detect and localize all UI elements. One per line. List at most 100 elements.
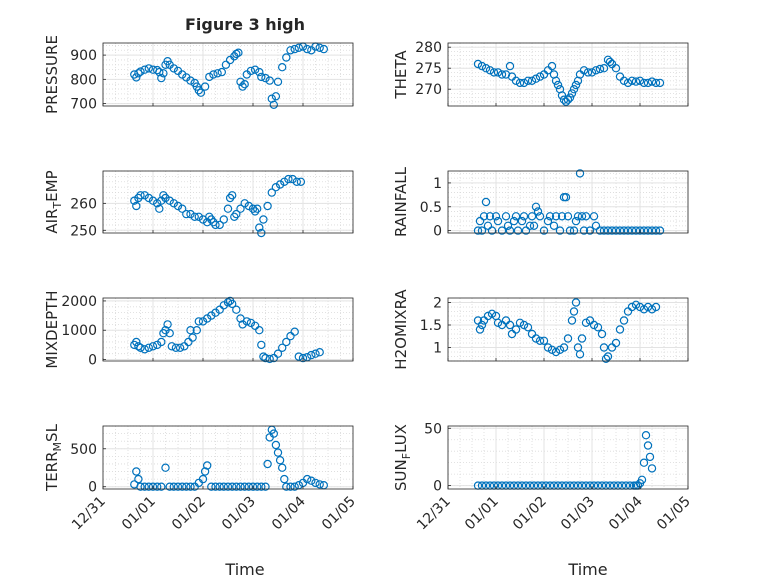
- data-point: [641, 431, 651, 440]
- data-point: [535, 72, 545, 81]
- data-point: [161, 193, 170, 203]
- data-point: [267, 188, 276, 197]
- axes-box: [102, 425, 354, 490]
- data-point: [157, 482, 166, 491]
- data-point: [519, 78, 529, 88]
- data-point: [286, 331, 295, 341]
- axes-box: [447, 42, 689, 107]
- data-point: [246, 318, 256, 328]
- data-point: [307, 350, 316, 360]
- data-point: [282, 53, 291, 62]
- data-point: [157, 196, 166, 205]
- data-point: [551, 212, 561, 221]
- data-point: [261, 73, 270, 83]
- data-point: [223, 204, 233, 213]
- y-tick-label: 270: [415, 82, 442, 98]
- axes-box: [102, 42, 354, 107]
- data-point: [533, 207, 543, 216]
- y-axis-label: THETA: [392, 50, 410, 100]
- data-point: [236, 204, 245, 213]
- data-point: [177, 482, 187, 491]
- data-point: [271, 182, 281, 192]
- data-point: [593, 323, 603, 332]
- data-point: [286, 46, 295, 55]
- data-point: [473, 59, 483, 69]
- data-point: [263, 201, 272, 211]
- data-point: [487, 309, 497, 318]
- data-point: [485, 66, 495, 75]
- data-point: [585, 226, 595, 235]
- y-tick-label: 0.5: [420, 200, 442, 216]
- data-point: [290, 44, 299, 54]
- data-point: [655, 226, 665, 235]
- data-point: [182, 482, 191, 491]
- subplot-theta: 270 275 280 THETA: [392, 40, 689, 107]
- data-point: [589, 212, 599, 221]
- data-point: [182, 209, 191, 219]
- data-point: [531, 202, 541, 211]
- data-point: [173, 482, 183, 491]
- data-point: [553, 80, 563, 90]
- data-point: [236, 77, 245, 87]
- y-tick-label: 800: [70, 72, 97, 88]
- data-point: [136, 191, 145, 200]
- y-tick-label: 0: [88, 480, 97, 496]
- data-point: [595, 64, 605, 74]
- data-point: [531, 334, 541, 343]
- data-point: [298, 353, 308, 363]
- data-point: [157, 73, 166, 83]
- data-point: [579, 226, 589, 235]
- data-point: [543, 343, 553, 352]
- data-point: [140, 65, 149, 74]
- data-point: [209, 70, 218, 79]
- data-point: [509, 216, 519, 226]
- y-tick-label: 700: [70, 97, 97, 113]
- data-point: [569, 307, 579, 316]
- data-point: [134, 69, 143, 78]
- data-point: [483, 311, 493, 321]
- y-tick-label: 2000: [61, 294, 97, 310]
- data-point: [311, 349, 320, 358]
- data-point: [140, 345, 149, 354]
- data-point: [481, 63, 491, 73]
- data-point: [144, 64, 153, 73]
- data-point: [148, 482, 158, 491]
- data-point: [575, 169, 585, 178]
- data-point: [489, 68, 499, 77]
- data-point: [639, 78, 649, 88]
- data-point: [565, 226, 575, 235]
- data-point: [477, 61, 487, 71]
- data-point: [635, 302, 645, 312]
- data-point: [477, 320, 487, 330]
- data-point: [605, 57, 615, 67]
- data-point: [186, 482, 195, 491]
- data-point: [549, 221, 559, 230]
- data-point: [152, 482, 162, 491]
- data-point: [497, 70, 507, 79]
- data-point: [169, 482, 178, 491]
- y-axis-label: TERRMSL: [43, 423, 64, 492]
- data-point: [250, 207, 260, 216]
- data-point: [253, 204, 262, 213]
- data-point: [269, 353, 278, 363]
- data-point: [527, 76, 537, 86]
- x-axis-label-right: Time: [567, 560, 607, 579]
- data-point: [557, 212, 567, 221]
- data-point: [315, 480, 324, 489]
- data-point: [531, 74, 541, 83]
- data-point: [246, 66, 256, 76]
- data-point: [165, 196, 174, 205]
- data-point: [513, 226, 523, 235]
- data-point: [481, 197, 491, 207]
- data-point: [240, 482, 249, 491]
- data-point: [569, 226, 579, 235]
- data-point: [159, 191, 168, 200]
- y-axis-label: RAINFALL: [392, 166, 410, 237]
- data-point: [232, 482, 241, 491]
- data-point: [581, 212, 591, 221]
- data-point: [567, 89, 577, 98]
- data-point: [148, 196, 158, 205]
- data-point: [244, 482, 253, 491]
- data-point: [619, 76, 629, 86]
